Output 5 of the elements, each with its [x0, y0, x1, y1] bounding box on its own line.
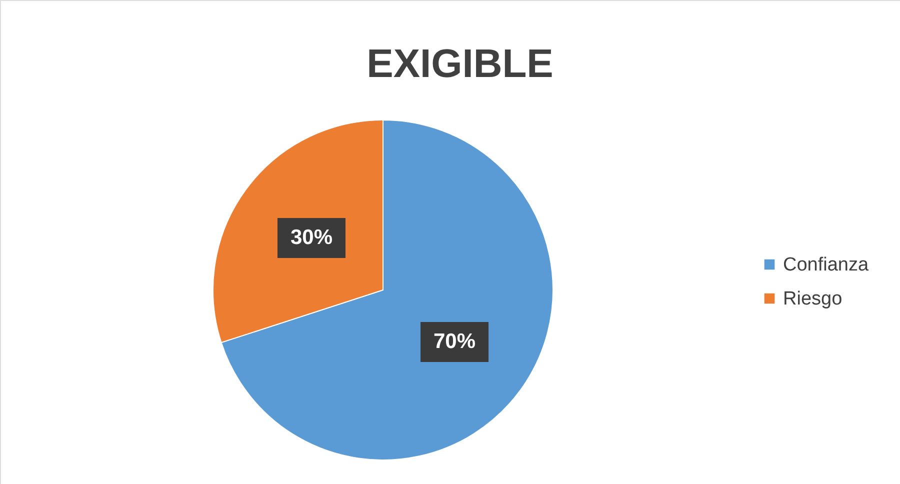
data-label: 70%: [434, 330, 476, 353]
legend-label: Riesgo: [783, 288, 842, 310]
chart-title: EXIGIBLE: [366, 42, 554, 86]
data-label: 30%: [290, 226, 333, 250]
legend-label: Confianza: [783, 254, 869, 276]
